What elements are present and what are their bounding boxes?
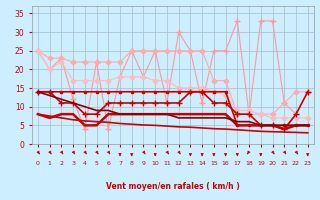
X-axis label: Vent moyen/en rafales ( km/h ): Vent moyen/en rafales ( km/h ) bbox=[106, 182, 240, 191]
